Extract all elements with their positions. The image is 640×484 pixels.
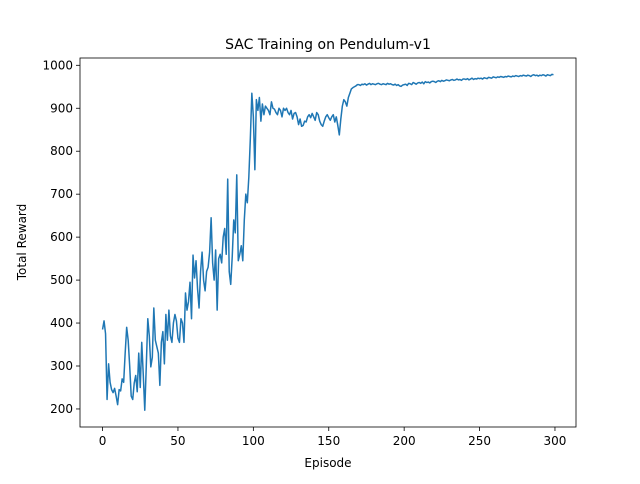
chart-title: SAC Training on Pendulum-v1 <box>225 37 431 53</box>
x-tick-label: 300 <box>544 434 567 448</box>
x-tick-label: 200 <box>393 434 416 448</box>
y-tick-label: 700 <box>50 187 73 201</box>
x-tick-label: 0 <box>99 434 107 448</box>
y-tick-label: 300 <box>50 359 73 373</box>
x-tick-label: 50 <box>170 434 185 448</box>
y-tick-label: 800 <box>50 144 73 158</box>
x-tick-label: 100 <box>242 434 265 448</box>
y-axis-label: Total Reward <box>15 204 29 282</box>
y-tick-label: 500 <box>50 273 73 287</box>
y-tick-label: 400 <box>50 316 73 330</box>
x-axis-label: Episode <box>304 456 351 470</box>
y-tick-label: 200 <box>50 402 73 416</box>
y-tick-label: 900 <box>50 101 73 115</box>
plot-frame <box>79 57 577 428</box>
y-tick-label: 1000 <box>42 58 73 72</box>
x-tick-label: 250 <box>468 434 491 448</box>
y-tick-label: 600 <box>50 230 73 244</box>
x-tick-label: 150 <box>317 434 340 448</box>
line-series <box>101 73 554 411</box>
